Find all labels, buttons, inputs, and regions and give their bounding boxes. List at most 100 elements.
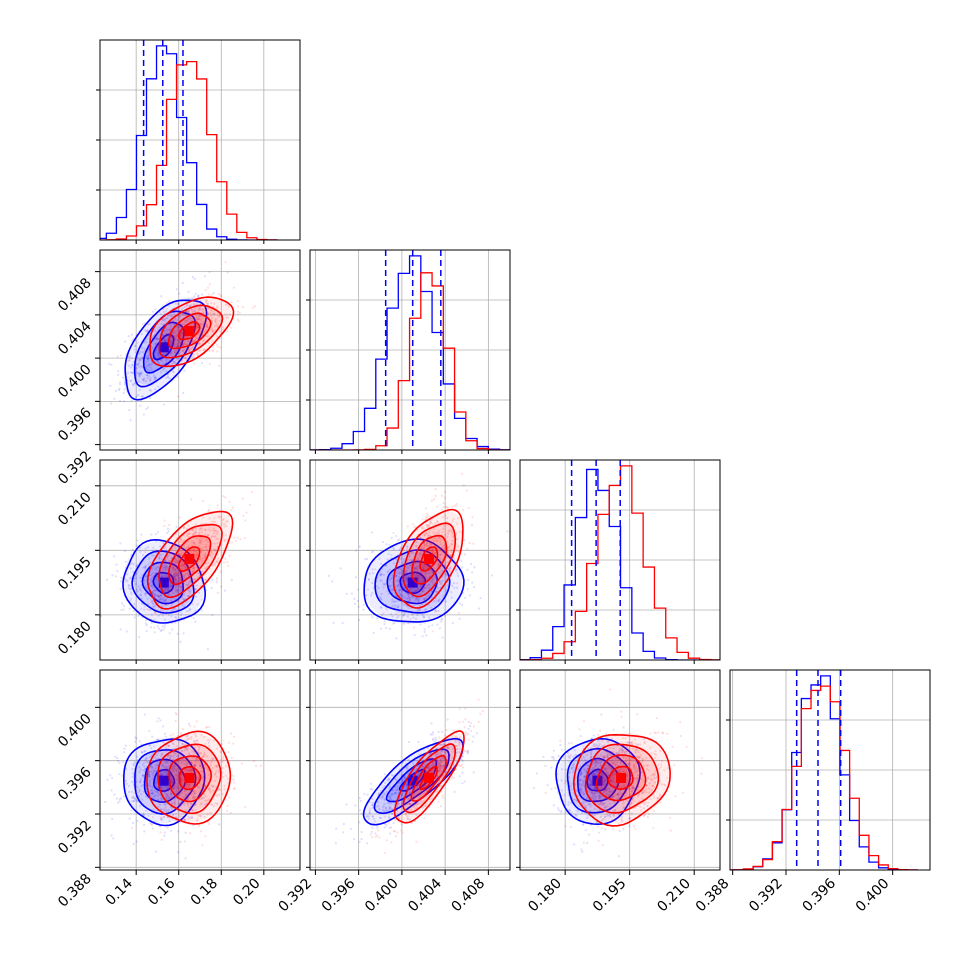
scatter-point <box>389 795 392 798</box>
scatter-point <box>153 626 156 629</box>
scatter-point <box>179 585 183 589</box>
scatter-point <box>169 323 172 326</box>
scatter-point <box>192 762 195 765</box>
scatter-point <box>159 312 163 316</box>
scatter-point <box>180 749 184 753</box>
scatter-point <box>199 299 202 302</box>
scatter-point <box>226 561 229 564</box>
scatter-point <box>131 371 135 375</box>
scatter-point <box>391 588 394 591</box>
scatter-point <box>236 536 239 539</box>
scatter-point <box>437 730 440 733</box>
scatter-point <box>215 561 218 564</box>
scatter-point <box>379 627 383 630</box>
scatter-point <box>191 750 194 753</box>
scatter-point <box>149 379 152 382</box>
scatter-point <box>184 746 187 750</box>
scatter-point <box>397 561 401 564</box>
scatter-point <box>150 792 154 796</box>
scatter-point <box>428 570 432 573</box>
scatter-point <box>455 568 458 571</box>
scatter-point <box>165 786 168 790</box>
scatter-point <box>219 750 222 753</box>
scatter-point <box>162 542 165 545</box>
scatter-point <box>456 572 459 575</box>
scatter-point <box>216 541 219 544</box>
scatter-point <box>181 331 184 334</box>
scatter-point <box>438 562 441 565</box>
scatter-point <box>188 349 191 352</box>
scatter-point <box>200 797 203 800</box>
scatter-point <box>167 808 170 812</box>
scatter-point <box>164 545 167 549</box>
scatter-point <box>210 520 213 523</box>
scatter-point <box>233 735 236 739</box>
scatter-point <box>152 605 155 608</box>
scatter-point <box>165 744 168 747</box>
scatter-point <box>144 767 147 771</box>
scatter-point <box>139 546 142 549</box>
scatter-point <box>380 606 383 609</box>
scatter-point <box>213 550 216 553</box>
scatter-point <box>365 815 368 818</box>
scatter-point <box>431 547 434 550</box>
scatter-point <box>398 548 401 552</box>
scatter-point <box>187 798 190 801</box>
scatter-point <box>223 788 226 791</box>
scatter-point <box>144 749 147 753</box>
scatter-point <box>181 540 185 543</box>
scatter-point <box>404 579 407 583</box>
scatter-point <box>181 564 184 567</box>
scatter-point <box>406 525 409 528</box>
scatter-point <box>411 552 414 555</box>
scatter-point <box>156 798 160 801</box>
scatter-point <box>141 763 144 767</box>
scatter-point <box>412 762 415 765</box>
scatter-point <box>463 780 466 783</box>
scatter-point <box>445 573 448 576</box>
scatter-point <box>209 811 212 814</box>
scatter-point <box>425 634 428 637</box>
scatter-point <box>173 575 176 578</box>
scatter-point <box>193 765 196 768</box>
scatter-point <box>397 810 400 813</box>
histogram-series-0 <box>730 675 918 870</box>
scatter-point <box>388 817 391 820</box>
scatter-point <box>197 814 200 817</box>
scatter-point <box>143 759 147 762</box>
scatter-point <box>156 360 159 363</box>
scatter-point <box>185 336 188 339</box>
scatter-point <box>349 827 353 831</box>
scatter-point <box>196 553 199 556</box>
scatter-point <box>397 585 400 588</box>
scatter-point <box>171 566 174 569</box>
scatter-point <box>148 375 151 378</box>
scatter-point <box>203 815 206 818</box>
scatter-point <box>468 541 471 545</box>
scatter-point <box>164 569 167 572</box>
scatter-point <box>216 504 219 507</box>
scatter-point <box>183 369 186 372</box>
scatter-point <box>146 357 150 361</box>
scatter-point <box>334 842 337 845</box>
scatter-point <box>423 630 426 633</box>
scatter-point <box>417 600 420 603</box>
scatter-point <box>150 747 153 750</box>
scatter-point <box>417 593 420 596</box>
scatter-point <box>419 609 422 612</box>
scatter-point <box>230 301 233 304</box>
scatter-point <box>408 791 411 794</box>
scatter-point <box>137 363 140 366</box>
scatter-point <box>183 313 187 317</box>
scatter-point <box>176 345 179 348</box>
scatter-point <box>173 562 176 565</box>
scatter-point <box>192 296 195 299</box>
scatter-point <box>218 364 221 368</box>
scatter-point <box>422 543 426 547</box>
scatter-point <box>146 406 149 409</box>
scatter-point <box>170 340 173 344</box>
scatter-point <box>190 737 193 740</box>
scatter-point <box>197 751 200 754</box>
scatter-point <box>199 323 202 326</box>
scatter-point <box>162 367 165 370</box>
